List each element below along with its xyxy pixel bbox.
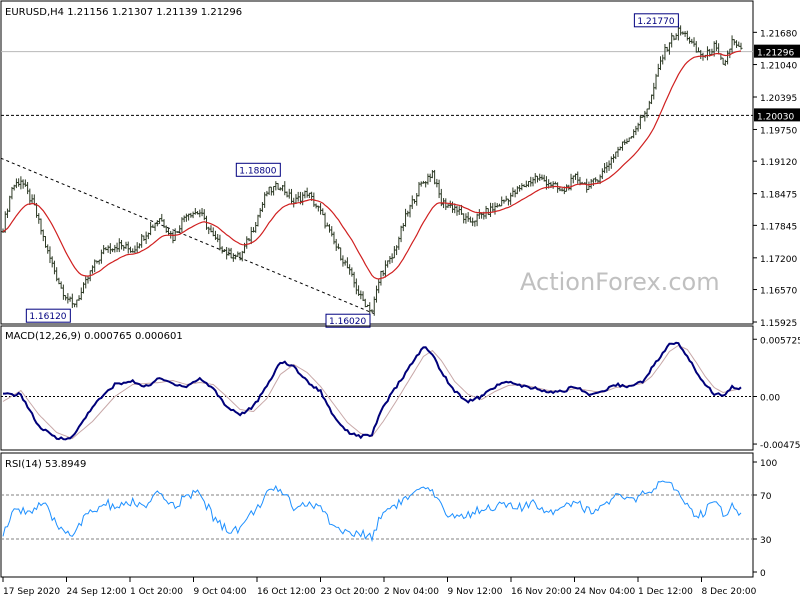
price-ytick-label: 1.17200 [760, 255, 797, 265]
macd-panel-title: MACD(12,26,9) 0.000765 0.000601 [5, 331, 183, 342]
horizontal-line-label: 1.20030 [757, 112, 794, 122]
x-tick-label: 24 Nov 04:00 [575, 587, 636, 597]
macd-ytick-label: -0.004755 [760, 441, 800, 451]
ohlc-bar [739, 42, 743, 50]
x-tick-label: 17 Sep 2020 [3, 587, 60, 597]
rsi-line [2, 480, 742, 543]
price-ytick-label: 1.17845 [760, 222, 797, 232]
macd-ytick-label: 0.005725 [760, 336, 800, 346]
rsi-panel-title: RSI(14) 53.8949 [5, 459, 86, 470]
price-ytick-label: 1.15925 [760, 319, 797, 329]
macd-ytick-label: 0.00 [760, 394, 780, 404]
x-axis: 17 Sep 2020 24 Sep 12:00 1 Oct 20:00 9 Oct … [2, 577, 757, 597]
x-tick-label: 23 Oct 20:00 [321, 587, 380, 597]
price-ytick-label: 1.21040 [760, 62, 797, 72]
price-panel: EURUSD,H4 1.21156 1.21307 1.21139 1.2129… [0, 0, 800, 329]
x-tick-label: 8 Dec 20:00 [702, 587, 757, 597]
current-price-tag [754, 44, 800, 58]
price-annotation: 1.16120 [25, 308, 71, 323]
price-ytick-label: 1.16570 [760, 287, 797, 297]
price-ytick-label: 1.21680 [760, 29, 797, 39]
current-price-label: 1.21296 [757, 49, 794, 59]
price-ytick-label: 1.19750 [760, 126, 797, 136]
rsi-ytick-label: 0 [760, 569, 766, 579]
price-annotation: 1.16020 [325, 313, 371, 328]
price-panel-title: EURUSD,H4 1.21156 1.21307 1.21139 1.2129… [5, 7, 242, 18]
annotation-box [325, 313, 371, 328]
rsi-ytick-label: 100 [760, 459, 777, 469]
trendline [0, 157, 375, 315]
annotation-label: 1.16020 [329, 317, 366, 327]
x-tick-label: 1 Oct 20:00 [130, 587, 183, 597]
rsi-ytick-label: 30 [760, 536, 772, 546]
rsi-panel: RSI(14) 53.8949 100 70 30 0 [0, 452, 777, 579]
x-tick-label: 1 Dec 12:00 [638, 587, 693, 597]
macd-panel: MACD(12,26,9) 0.000765 0.000601 0.005725… [0, 325, 800, 451]
rsi-panel-frame [0, 452, 754, 578]
x-tick-label: 2 Nov 04:00 [384, 587, 439, 597]
watermark-text: ActionForex.com [520, 268, 720, 296]
price-ytick-label: 1.19120 [760, 158, 797, 168]
annotation-label: 1.16120 [29, 312, 66, 322]
x-tick-label: 16 Nov 20:00 [511, 587, 572, 597]
horizontal-line-tag [754, 108, 800, 122]
macd-panel-frame [0, 325, 754, 451]
x-tick-label: 9 Nov 12:00 [448, 587, 503, 597]
x-tick-label: 16 Oct 12:00 [257, 587, 316, 597]
annotation-label: 1.18800 [239, 166, 276, 176]
moving-average-line [2, 50, 742, 280]
price-annotation: 1.18800 [235, 162, 281, 177]
annotation-box [235, 162, 281, 177]
price-ytick-label: 1.18475 [760, 191, 797, 201]
annotation-box [25, 308, 71, 323]
macd-line [3, 341, 742, 441]
signal-line [2, 344, 742, 440]
annotation-box [633, 13, 679, 28]
price-annotation: 1.21770 [633, 13, 679, 28]
x-tick-label: 9 Oct 04:00 [194, 587, 247, 597]
price-ytick-label: 1.20395 [760, 94, 797, 104]
annotation-label: 1.21770 [637, 17, 674, 27]
rsi-ytick-label: 70 [760, 492, 772, 502]
x-tick-label: 24 Sep 12:00 [67, 587, 127, 597]
price-panel-frame [0, 0, 754, 325]
